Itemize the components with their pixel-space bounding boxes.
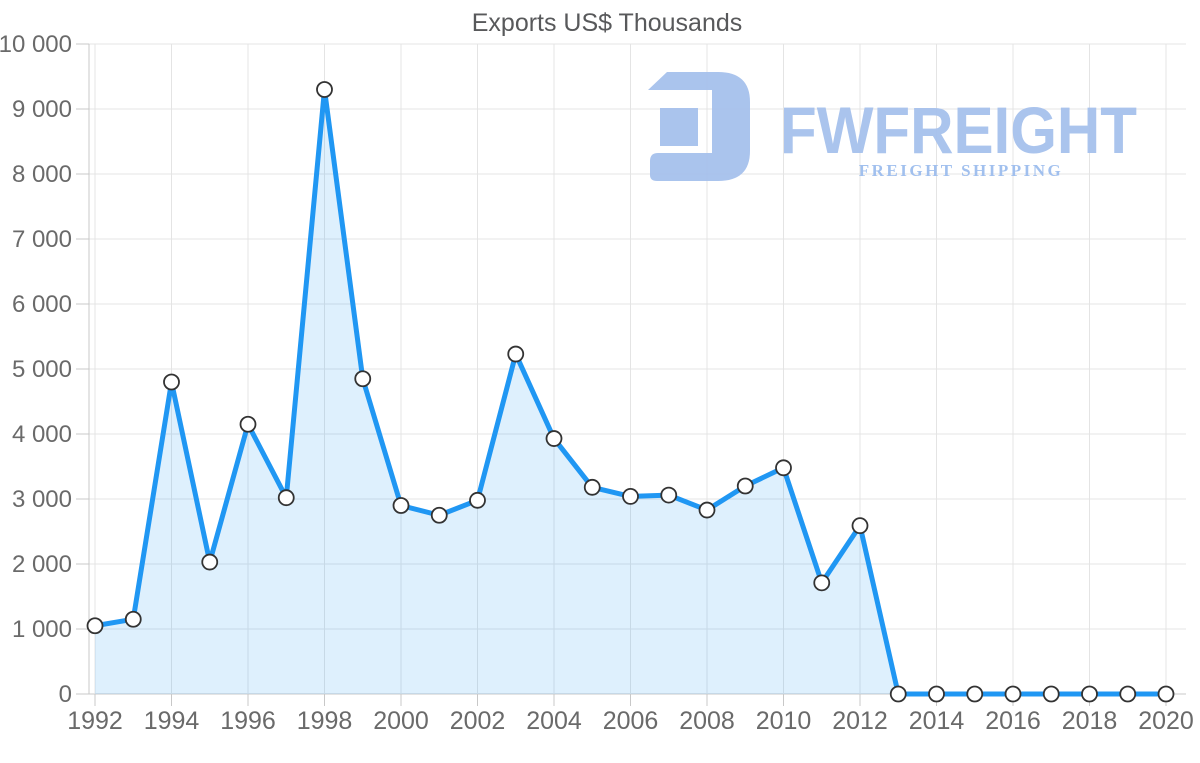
data-point-2020[interactable] <box>1157 685 1175 703</box>
data-point-2012[interactable] <box>851 517 869 535</box>
x-tick-label: 2002 <box>450 707 506 735</box>
series-area <box>95 89 1166 694</box>
x-tick-label: 2008 <box>679 707 735 735</box>
x-tick-label: 1994 <box>144 707 200 735</box>
data-point-1997[interactable] <box>277 489 295 507</box>
y-tick-label: 3 000 <box>12 486 72 513</box>
chart-title: Exports US$ Thousands <box>472 9 743 37</box>
data-point-2001[interactable] <box>430 506 448 524</box>
data-point-2010[interactable] <box>775 459 792 477</box>
series-layer <box>86 81 1175 703</box>
data-point-2005[interactable] <box>583 478 601 496</box>
data-point-2000[interactable] <box>392 497 410 514</box>
data-point-1996[interactable] <box>239 415 257 433</box>
data-point-1993[interactable] <box>124 610 142 628</box>
data-point-2009[interactable] <box>736 477 754 495</box>
data-point-2013[interactable] <box>889 685 907 703</box>
data-point-2017[interactable] <box>1042 685 1060 703</box>
data-point-2018[interactable] <box>1081 685 1098 703</box>
data-point-1998[interactable] <box>316 81 333 98</box>
data-point-2003[interactable] <box>507 345 525 363</box>
x-tick-label: 2016 <box>985 707 1041 735</box>
y-tick-label: 4 000 <box>12 421 72 448</box>
data-point-2002[interactable] <box>469 491 486 509</box>
data-point-1994[interactable] <box>163 373 180 391</box>
data-point-2011[interactable] <box>813 574 831 592</box>
watermark-logo: FWFREIGHT FREIGHT SHIPPING <box>648 72 1137 181</box>
x-tick-label: 2012 <box>832 707 888 735</box>
x-tick-label: 1996 <box>220 707 276 735</box>
y-tick-label: 9 000 <box>12 96 72 123</box>
data-point-2019[interactable] <box>1119 685 1137 703</box>
freight-logo-icon <box>648 72 750 181</box>
data-point-2004[interactable] <box>545 430 563 447</box>
y-tick-label: 7 000 <box>12 226 72 253</box>
x-tick-label: 2018 <box>1062 707 1118 735</box>
x-tick-label: 2020 <box>1138 707 1194 735</box>
x-tick-label: 2000 <box>373 707 429 735</box>
x-tick-label: 1992 <box>67 707 123 735</box>
data-point-2006[interactable] <box>622 487 639 505</box>
x-tick-label: 1998 <box>297 707 353 735</box>
watermark-tagline-text: FREIGHT SHIPPING <box>859 161 1064 180</box>
data-point-2014[interactable] <box>928 685 945 703</box>
x-tick-label: 2004 <box>526 707 582 735</box>
y-tick-label: 0 <box>59 681 72 708</box>
y-tick-label: 5 000 <box>12 356 72 383</box>
data-point-2007[interactable] <box>660 486 678 504</box>
data-point-2015[interactable] <box>966 685 984 703</box>
data-point-1992[interactable] <box>86 617 104 635</box>
y-tick-label: 8 000 <box>12 161 72 188</box>
watermark-brand-text: FWFREIGHT <box>780 93 1137 167</box>
y-tick-label: 6 000 <box>12 291 72 318</box>
x-tick-label: 2010 <box>756 707 812 735</box>
grid-layer: 0 1 000 2 000 3 000 4 000 5 000 6 000 7 000 8 00… <box>0 31 1194 735</box>
x-tick-label: 2014 <box>909 707 965 735</box>
data-point-2016[interactable] <box>1004 685 1022 703</box>
y-tick-label: 10 000 <box>0 31 72 58</box>
data-point-1995[interactable] <box>201 553 219 571</box>
y-tick-label: 1 000 <box>12 616 72 643</box>
data-point-1999[interactable] <box>354 370 372 388</box>
x-tick-label: 2006 <box>603 707 659 735</box>
y-tick-label: 2 000 <box>12 551 72 578</box>
data-point-2008[interactable] <box>698 501 716 519</box>
